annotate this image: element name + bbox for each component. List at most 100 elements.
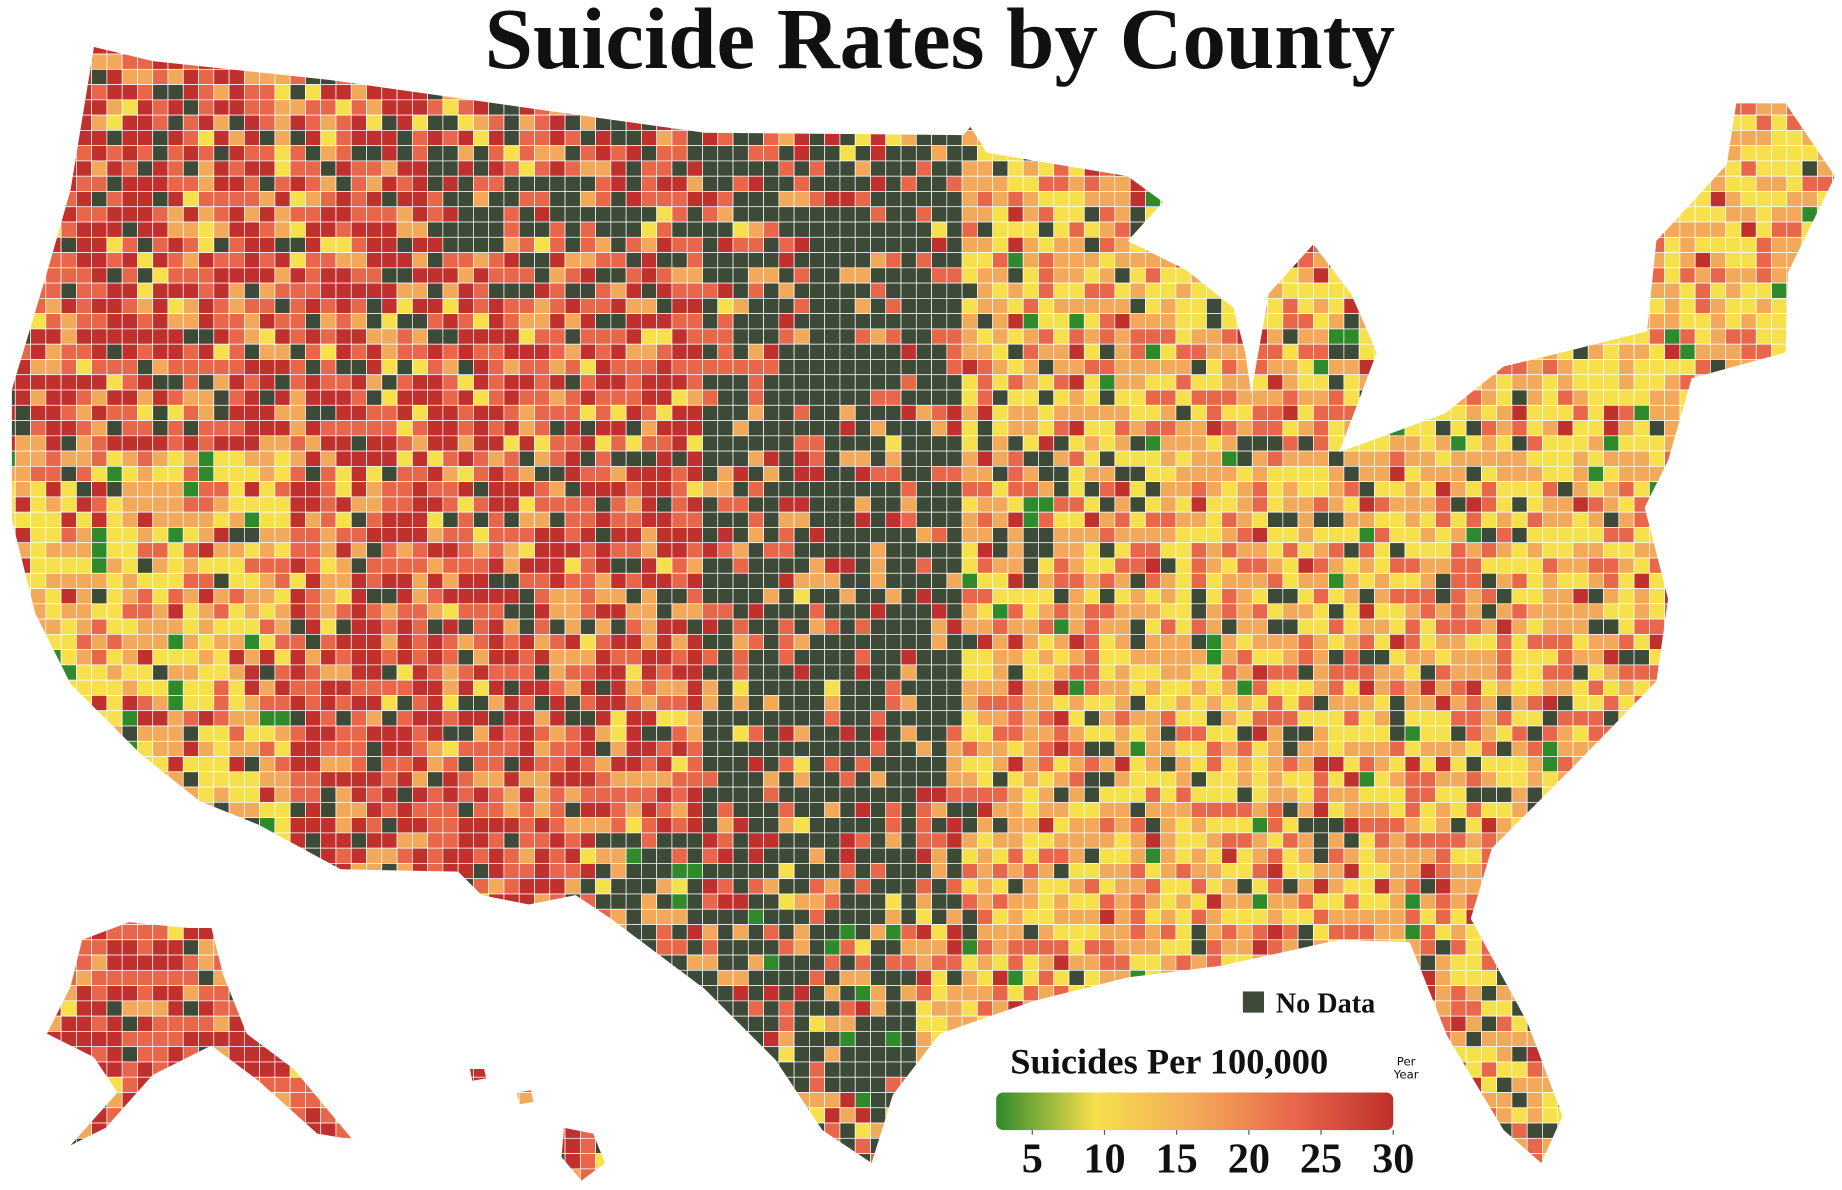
county-tile xyxy=(1038,236,1055,253)
county-tile xyxy=(442,557,459,574)
county-tile xyxy=(1772,23,1787,38)
county-tile xyxy=(1114,572,1131,589)
county-tile xyxy=(320,557,337,574)
county-tile xyxy=(1725,206,1742,223)
county-tile xyxy=(30,404,47,421)
county-tile xyxy=(549,374,566,391)
county-tile xyxy=(686,221,703,238)
county-tile xyxy=(854,99,871,116)
county-tile xyxy=(564,359,581,376)
county-tile xyxy=(1450,221,1467,238)
county-tile xyxy=(1526,114,1543,131)
county-tile xyxy=(579,145,596,162)
county-tile xyxy=(1374,481,1391,498)
county-tile xyxy=(11,420,16,437)
county-tile xyxy=(900,481,917,498)
county-tile xyxy=(1450,99,1467,116)
county-tile xyxy=(1633,542,1650,559)
county-tile xyxy=(1648,175,1665,192)
county-tile xyxy=(1282,511,1299,528)
county-tile xyxy=(76,175,92,192)
county-tile xyxy=(595,603,612,620)
county-tile xyxy=(1725,313,1742,330)
county-tile xyxy=(243,572,260,589)
county-tile xyxy=(1634,23,1649,38)
county-tile xyxy=(1786,191,1803,208)
county-tile xyxy=(946,130,963,147)
county-tile xyxy=(1099,328,1116,345)
county-tile xyxy=(45,68,62,85)
county-tile xyxy=(1618,221,1635,238)
county-tile xyxy=(1496,313,1513,330)
county-tile xyxy=(549,435,566,452)
county-tile xyxy=(1557,389,1574,406)
county-tile xyxy=(1587,404,1604,421)
county-tile xyxy=(213,496,230,513)
county-tile xyxy=(1542,481,1559,498)
county-tile xyxy=(1083,618,1100,635)
county-tile xyxy=(686,496,703,513)
county-tile xyxy=(1358,252,1375,269)
county-tile xyxy=(1618,267,1635,284)
county-tile xyxy=(641,572,658,589)
county-tile xyxy=(992,160,1009,177)
county-tile xyxy=(961,450,978,467)
county-tile xyxy=(732,450,749,467)
county-tile xyxy=(1404,496,1421,513)
county-tile xyxy=(396,450,413,467)
county-tile xyxy=(1145,634,1162,650)
county-tile xyxy=(198,145,215,162)
county-tile xyxy=(274,99,291,116)
county-tile xyxy=(702,191,719,208)
county-tile xyxy=(1771,496,1788,513)
county-tile xyxy=(473,466,490,482)
county-tile xyxy=(60,634,77,650)
county-tile xyxy=(381,588,398,605)
county-tile xyxy=(1526,466,1543,482)
county-tile xyxy=(381,466,398,482)
county-tile xyxy=(427,542,444,559)
county-tile xyxy=(182,160,199,177)
county-tile xyxy=(121,511,138,528)
county-tile xyxy=(1679,374,1696,391)
county-tile xyxy=(1328,404,1345,421)
county-tile xyxy=(121,130,138,147)
county-tile xyxy=(1175,435,1192,452)
county-tile xyxy=(350,175,367,192)
county-tile xyxy=(228,404,245,421)
county-tile xyxy=(1787,23,1802,38)
county-tile xyxy=(1175,343,1192,360)
county-tile xyxy=(778,282,795,299)
county-tile xyxy=(182,634,199,650)
county-tile xyxy=(366,267,383,284)
county-tile xyxy=(1389,420,1406,437)
county-tile xyxy=(1236,298,1253,315)
county-tile xyxy=(396,267,413,284)
county-tile xyxy=(76,343,92,360)
county-tile xyxy=(350,450,367,467)
county-tile xyxy=(167,53,184,70)
county-tile xyxy=(1129,206,1146,223)
county-tile xyxy=(1083,130,1100,147)
county-tile xyxy=(152,649,169,666)
county-tile xyxy=(1435,527,1452,544)
county-tile xyxy=(931,236,948,253)
county-tile xyxy=(1068,618,1085,635)
county-tile xyxy=(1206,343,1223,360)
county-tile xyxy=(1572,84,1589,101)
county-tile xyxy=(106,267,123,284)
county-tile xyxy=(305,450,322,467)
county-tile xyxy=(14,313,31,330)
county-tile xyxy=(747,542,764,559)
county-tile xyxy=(45,267,62,284)
county-tile xyxy=(1175,282,1192,299)
county-tile xyxy=(366,466,383,482)
county-tile xyxy=(1419,236,1436,253)
county-tile xyxy=(763,130,780,147)
county-tile xyxy=(228,282,245,299)
county-tile xyxy=(625,618,642,635)
county-tile xyxy=(885,160,902,177)
county-tile xyxy=(1160,374,1177,391)
county-tile xyxy=(1236,618,1253,635)
county-tile xyxy=(320,68,337,85)
